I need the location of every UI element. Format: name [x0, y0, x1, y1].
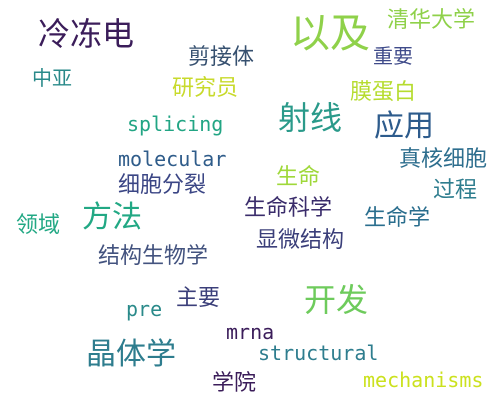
word: 以及: [290, 11, 370, 57]
word: 射线: [278, 99, 343, 137]
word: 重要: [373, 44, 413, 68]
word: 主要: [176, 286, 221, 311]
word: splicing: [127, 112, 224, 136]
word: 开发: [304, 281, 369, 319]
word: 应用: [374, 109, 434, 144]
word: 剪接体: [188, 45, 255, 70]
word: mrna: [226, 320, 275, 344]
word: mechanisms: [363, 368, 484, 392]
word: pre: [126, 297, 163, 321]
word: 中亚: [32, 66, 72, 90]
word: 晶体学: [86, 337, 176, 372]
word: structural: [258, 341, 379, 365]
word: molecular: [118, 147, 227, 171]
word: 学院: [212, 371, 257, 396]
word: 领域: [16, 213, 61, 238]
word: 结构生物学: [98, 244, 209, 269]
word: 冷冻电: [38, 15, 135, 53]
word: 研究员: [172, 76, 239, 101]
word: 显微结构: [256, 228, 345, 253]
word: 方法: [82, 200, 142, 235]
word: 膜蛋白: [350, 80, 417, 105]
word: 生命: [276, 165, 321, 190]
word: 真核细胞: [399, 147, 488, 172]
word: 生命科学: [244, 196, 333, 221]
word: 生命学: [364, 206, 431, 231]
word: 清华大学: [387, 8, 476, 33]
word: 细胞分裂: [118, 173, 207, 198]
word: 过程: [433, 178, 478, 203]
